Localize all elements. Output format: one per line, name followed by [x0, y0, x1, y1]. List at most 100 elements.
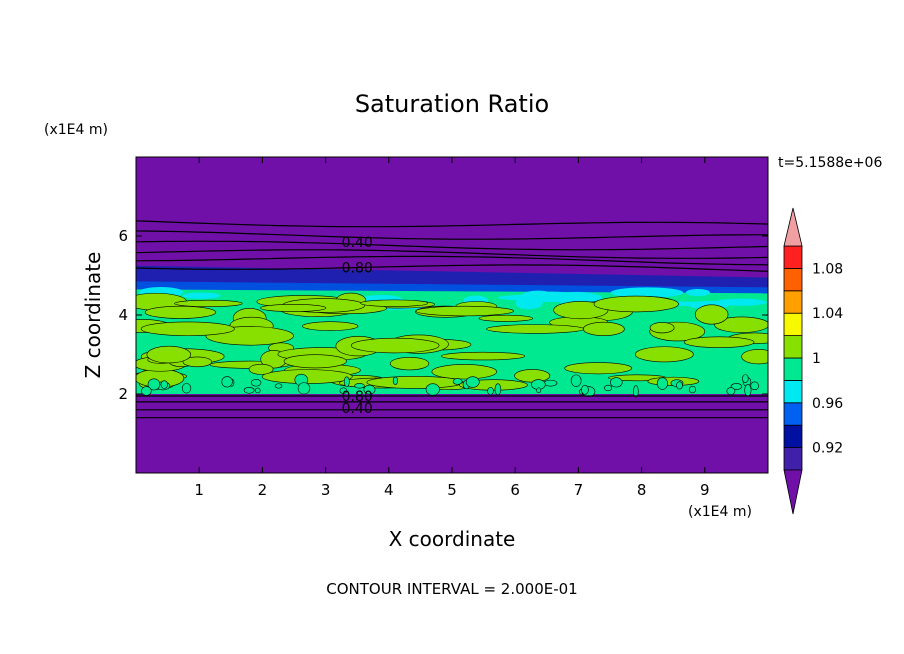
y-tick-label: 6 — [118, 227, 128, 245]
yellow-green-patch — [360, 299, 429, 307]
colorbar-tick-label: 1.08 — [812, 261, 843, 277]
cyan-patch — [522, 291, 580, 303]
contour-line — [136, 264, 768, 272]
yellow-green-patch — [140, 321, 235, 337]
x-tick-label: 5 — [447, 481, 457, 499]
base-bubble — [250, 379, 262, 387]
colorbar-under-triangle — [783, 469, 803, 515]
cyan-patch — [610, 287, 684, 298]
base-bubble — [274, 383, 283, 389]
colorbar-swatch — [783, 335, 803, 359]
yellow-green-patch — [441, 351, 526, 361]
yellow-green-patch — [582, 321, 625, 336]
x-axis-label: X coordinate — [389, 527, 516, 551]
base-bubble — [633, 385, 639, 398]
base-bubble — [339, 387, 348, 394]
y-unit-label: (x1E4 m) — [44, 122, 108, 138]
base-bubble — [543, 379, 558, 387]
base-bubble — [343, 376, 350, 388]
base-bubble — [726, 387, 736, 395]
yellow-green-patch — [248, 363, 274, 375]
yellow-green-patch — [350, 337, 440, 354]
colorbar-tick-label: 1.04 — [812, 306, 843, 322]
contour-interval-footer: CONTOUR INTERVAL = 2.000E-01 — [326, 580, 577, 598]
base-bubble — [254, 387, 261, 394]
yellow-green-patch — [389, 356, 430, 371]
x-tick-label: 8 — [637, 481, 647, 499]
x-tick-label: 1 — [194, 481, 204, 499]
yellow-green-patch — [302, 321, 359, 331]
cyan-patch — [182, 292, 221, 299]
base-bubble — [221, 376, 233, 388]
colorbar-swatch — [783, 290, 803, 314]
colorbar-swatch — [783, 402, 803, 426]
base-bubble — [656, 377, 669, 390]
plot-field — [136, 157, 768, 473]
contour-label: 0.80 — [342, 261, 373, 277]
yellow-green-patch — [283, 354, 347, 369]
colorbar-swatch — [783, 424, 803, 449]
y-tick-label: 4 — [118, 306, 128, 324]
colorbar-over-triangle — [783, 207, 803, 247]
base-bubble — [676, 381, 683, 390]
yellow-green-patch — [144, 305, 216, 319]
x-tick-label: 2 — [258, 481, 268, 499]
time-label: t=5.1588e+06 — [778, 155, 882, 171]
x-tick-label: 6 — [510, 481, 520, 499]
y-tick-label: 2 — [118, 385, 128, 403]
base-bubble — [141, 386, 152, 396]
base-bubble — [581, 384, 589, 395]
base-bubble — [688, 385, 697, 394]
colorbar: 0.92 0.96 1 1.04 1.08 — [783, 207, 843, 515]
base-bubble — [363, 384, 376, 395]
yellow-green-patch — [486, 324, 585, 334]
yellow-green-patch — [366, 375, 464, 389]
x-tick-label: 9 — [700, 481, 710, 499]
yellow-green-patch — [174, 299, 243, 308]
yellow-green-patch — [694, 304, 729, 325]
chart-title: Saturation Ratio — [355, 90, 549, 118]
contour-line — [136, 255, 768, 266]
base-bubble — [730, 383, 743, 390]
x-axis-ticks: 1 2 3 4 5 6 7 8 9 — [194, 157, 710, 499]
base-bubble — [147, 378, 161, 391]
x-tick-label: 3 — [321, 481, 331, 499]
base-bubble — [297, 382, 311, 395]
y-axis-ticks: 2 4 6 — [118, 227, 768, 403]
base-bubble — [610, 377, 623, 388]
x-unit-label: (x1E4 m) — [688, 504, 752, 520]
contour-label: 0.40 — [342, 235, 373, 251]
colorbar-tick-label: 1 — [812, 351, 821, 367]
base-bubble — [354, 383, 365, 389]
x-tick-label: 7 — [574, 481, 584, 499]
yellow-green-patch — [564, 362, 632, 375]
colorbar-swatch — [783, 245, 803, 269]
yellow-green-patch — [514, 369, 551, 383]
cyan-patch — [685, 288, 711, 297]
contour-lines — [136, 220, 768, 419]
colorbar-swatch — [783, 357, 803, 381]
contour-label: 0.40 — [342, 401, 373, 417]
contour-line — [136, 230, 768, 240]
base-bubble — [750, 381, 759, 391]
yellow-green-patch — [478, 314, 533, 322]
cyan-patch — [714, 298, 767, 306]
colorbar-swatch — [783, 267, 803, 292]
yellow-green-patch — [635, 346, 694, 363]
yellow-green-patch — [415, 305, 514, 317]
yellow-green-patch — [714, 316, 768, 333]
base-bubble — [744, 384, 752, 397]
base-bubble — [570, 374, 582, 387]
base-bubble — [392, 376, 398, 385]
base-bubble — [536, 387, 542, 394]
colorbar-tick-label: 0.92 — [812, 441, 843, 457]
yellow-green-patch — [146, 345, 192, 364]
base-bubble — [465, 376, 480, 388]
base-bubble — [452, 378, 463, 385]
contour-labels: 0.400.800.800.40 — [342, 235, 373, 417]
x-tick-label: 4 — [384, 481, 394, 499]
colorbar-swatch — [783, 379, 803, 404]
y-axis-label: Z coordinate — [81, 252, 105, 379]
colorbar-swatch — [783, 312, 803, 337]
